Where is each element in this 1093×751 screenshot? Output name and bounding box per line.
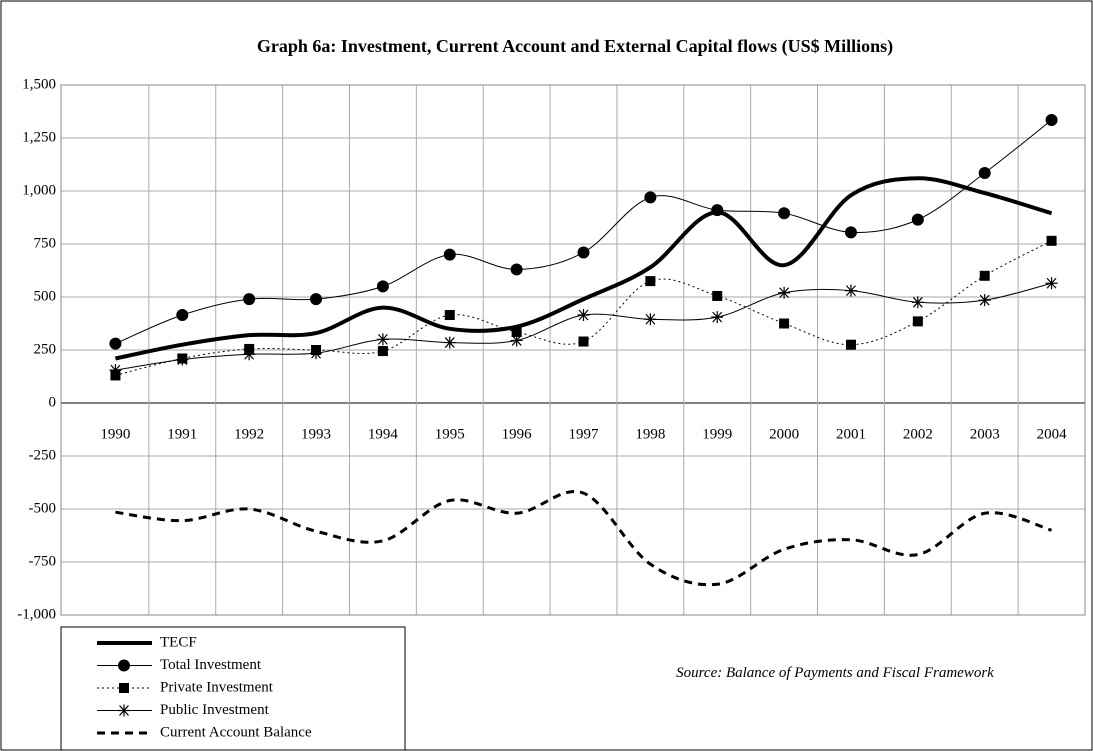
x-tick-label: 2000 [769, 426, 799, 442]
x-tick-label: 2001 [836, 426, 866, 442]
marker [310, 347, 323, 360]
legend-label: TECF [160, 634, 197, 650]
marker [109, 337, 122, 350]
line [115, 240, 1052, 376]
y-tick-label: -1,000 [17, 606, 56, 622]
marker [645, 276, 656, 287]
marker [711, 311, 724, 324]
y-tick-label: 750 [34, 235, 57, 251]
marker [443, 248, 456, 261]
marker [1045, 113, 1058, 126]
line [115, 490, 1053, 587]
marker [376, 333, 389, 346]
marker [778, 207, 791, 220]
x-tick-label: 1998 [635, 426, 665, 442]
marker [979, 270, 990, 281]
y-tick-label: -750 [29, 553, 57, 569]
marker [844, 226, 857, 239]
y-tick-label: 250 [34, 341, 57, 357]
x-tick-label: 2003 [970, 426, 1000, 442]
marker [912, 316, 923, 327]
series [109, 113, 1058, 350]
series [109, 277, 1058, 377]
marker [978, 166, 991, 179]
x-tick-label: 1996 [502, 426, 533, 442]
y-tick-label: 1,250 [22, 129, 56, 145]
line [115, 176, 1053, 361]
plot-border [60, 84, 1086, 616]
marker [444, 310, 455, 321]
y-tick-label: 1,000 [22, 182, 56, 198]
y-tick-label: 0 [49, 394, 57, 410]
x-tick-label: 1993 [301, 426, 331, 442]
x-tick-label: 1991 [167, 426, 197, 442]
legend-marker [118, 704, 130, 717]
series [115, 176, 1053, 361]
marker [109, 364, 122, 377]
x-tick-label: 2002 [903, 426, 933, 442]
marker [176, 309, 189, 322]
marker [443, 336, 456, 349]
x-tick-label: 1990 [100, 426, 130, 442]
marker [911, 296, 924, 309]
marker [978, 294, 991, 307]
x-tick-label: 1995 [435, 426, 465, 442]
marker [176, 353, 189, 366]
x-tick-label: 1994 [368, 426, 399, 442]
y-tick-label: 500 [34, 288, 57, 304]
line [115, 282, 1052, 371]
marker [511, 326, 522, 337]
legend-label: Private Investment [160, 679, 274, 695]
marker [243, 293, 256, 306]
legend-marker [119, 683, 129, 693]
marker [712, 290, 723, 301]
marker [577, 246, 590, 259]
marker [310, 293, 323, 306]
marker [376, 280, 389, 293]
source-note: Source: Balance of Payments and Fiscal F… [676, 665, 994, 681]
marker [778, 286, 791, 299]
marker [577, 309, 590, 322]
y-tick-label: -500 [29, 500, 57, 516]
marker [510, 263, 523, 276]
marker [578, 336, 589, 347]
legend-label: Total Investment [160, 657, 262, 673]
marker [844, 284, 857, 297]
x-tick-label: 2004 [1037, 426, 1068, 442]
x-tick-label: 1992 [234, 426, 264, 442]
marker [1045, 277, 1058, 290]
marker [377, 346, 388, 357]
marker [911, 213, 924, 226]
y-tick-label: -250 [29, 447, 57, 463]
chart-title: Graph 6a: Investment, Current Account an… [257, 36, 893, 57]
marker [243, 348, 256, 361]
legend-label: Current Account Balance [160, 724, 312, 740]
marker [845, 339, 856, 350]
x-tick-label: 1997 [569, 426, 600, 442]
x-tick-label: 1999 [702, 426, 732, 442]
marker [644, 191, 657, 204]
marker [510, 334, 523, 347]
marker [1046, 235, 1057, 246]
series [115, 490, 1053, 587]
legend-label: Public Investment [160, 702, 270, 718]
marker [779, 318, 790, 329]
marker [711, 204, 724, 217]
y-tick-label: 1,500 [22, 76, 56, 92]
legend-marker [118, 659, 130, 672]
marker [644, 313, 657, 326]
